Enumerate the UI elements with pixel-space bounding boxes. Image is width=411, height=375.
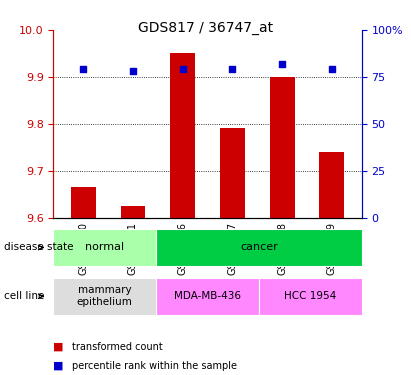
Point	[279, 61, 285, 67]
Point	[229, 66, 236, 72]
Text: percentile rank within the sample: percentile rank within the sample	[72, 361, 237, 370]
Point	[80, 66, 87, 72]
Bar	[319, 152, 344, 217]
Bar	[270, 77, 295, 218]
Text: normal: normal	[85, 243, 125, 252]
Text: MDA-MB-436: MDA-MB-436	[174, 291, 241, 301]
Text: GDS817 / 36747_at: GDS817 / 36747_at	[138, 21, 273, 34]
Text: disease state: disease state	[4, 243, 74, 252]
Text: cancer: cancer	[240, 243, 278, 252]
Text: ■: ■	[53, 361, 64, 370]
Text: cell line: cell line	[4, 291, 44, 301]
Bar	[220, 129, 245, 217]
Text: transformed count: transformed count	[72, 342, 163, 352]
Text: mammary
epithelium: mammary epithelium	[77, 285, 133, 307]
Point	[180, 66, 186, 72]
Bar	[71, 187, 96, 218]
Point	[328, 66, 335, 72]
Bar	[120, 206, 145, 218]
Point	[130, 68, 136, 74]
Text: HCC 1954: HCC 1954	[284, 291, 337, 301]
Text: ■: ■	[53, 342, 64, 352]
Bar	[170, 53, 195, 217]
